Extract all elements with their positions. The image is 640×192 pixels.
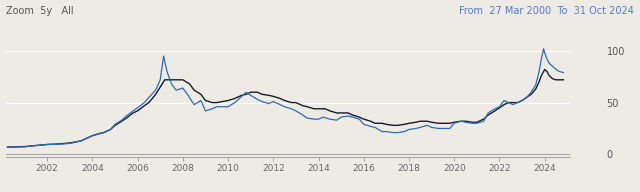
Text: From  27 Mar 2000  To  31 Oct 2024: From 27 Mar 2000 To 31 Oct 2024: [459, 6, 634, 16]
Text: Zoom  5y   All: Zoom 5y All: [6, 6, 74, 16]
